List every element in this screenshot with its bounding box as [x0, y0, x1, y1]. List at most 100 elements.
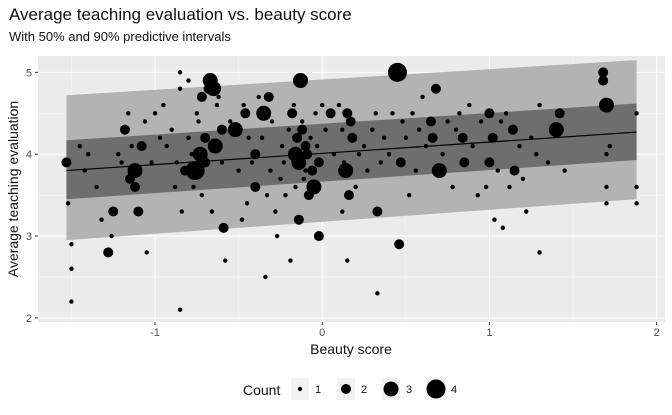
- data-point: [297, 124, 308, 135]
- data-point: [206, 81, 222, 97]
- data-point: [492, 217, 497, 222]
- data-point: [478, 119, 484, 124]
- data-point: [495, 168, 500, 173]
- data-point: [545, 160, 551, 165]
- data-point: [634, 201, 639, 206]
- data-point: [395, 157, 406, 168]
- x-tick-label: 0: [319, 327, 325, 339]
- data-point: [427, 132, 438, 143]
- data-point: [607, 143, 613, 149]
- x-axis-title: Beauty score: [310, 341, 392, 357]
- data-point: [279, 143, 285, 149]
- data-point: [487, 132, 498, 143]
- data-point: [149, 160, 154, 165]
- data-point: [278, 176, 283, 181]
- legend-label: 2: [361, 384, 367, 396]
- data-point: [634, 184, 639, 190]
- data-point: [119, 160, 124, 165]
- data-point: [520, 176, 526, 181]
- y-tick-label: 5: [26, 67, 32, 79]
- y-axis-title: Average teaching evaluation: [5, 101, 21, 277]
- data-point: [292, 132, 303, 143]
- data-point: [425, 116, 436, 127]
- data-point: [445, 119, 450, 124]
- y-tick-label: 3: [26, 231, 32, 243]
- data-point: [263, 274, 268, 280]
- legend-key-symbol: [341, 384, 351, 394]
- data-point: [470, 143, 475, 149]
- data-point: [554, 108, 565, 119]
- data-point: [236, 168, 241, 173]
- data-point: [403, 135, 409, 141]
- data-point: [65, 201, 71, 206]
- data-point: [264, 192, 270, 198]
- data-point: [172, 184, 178, 190]
- data-point: [386, 152, 392, 157]
- data-point: [342, 108, 353, 119]
- data-point: [274, 233, 280, 239]
- data-point: [194, 111, 200, 116]
- data-point: [503, 111, 509, 116]
- data-point: [375, 291, 380, 296]
- data-point: [372, 206, 383, 217]
- data-point: [484, 157, 495, 168]
- legend-key-symbol: [297, 386, 303, 392]
- data-point: [423, 143, 429, 149]
- data-point: [345, 258, 350, 263]
- data-point: [562, 168, 567, 173]
- data-point: [216, 94, 221, 100]
- data-point: [200, 132, 211, 143]
- data-point: [498, 119, 504, 124]
- data-point: [475, 192, 480, 198]
- data-point: [537, 250, 542, 255]
- data-point: [500, 225, 506, 231]
- data-point: [263, 91, 274, 102]
- y-axis: 2 3 4 5: [26, 67, 38, 325]
- data-point: [529, 135, 534, 141]
- x-tick-label: -1: [150, 327, 160, 339]
- y-tick-label: 4: [26, 149, 32, 161]
- data-point: [223, 258, 228, 263]
- x-tick-label: 1: [486, 327, 492, 339]
- data-point: [94, 184, 99, 190]
- data-point: [430, 83, 441, 94]
- data-point: [119, 124, 130, 135]
- data-point: [365, 168, 370, 173]
- data-point: [174, 160, 179, 165]
- data-point: [336, 102, 342, 108]
- data-point: [453, 127, 459, 132]
- data-point: [313, 111, 318, 116]
- data-point: [177, 86, 183, 91]
- data-point: [283, 192, 288, 198]
- data-point: [353, 184, 358, 190]
- x-tick-label: 2: [654, 327, 660, 339]
- data-point: [152, 111, 158, 116]
- data-point: [293, 214, 304, 225]
- data-point: [268, 168, 273, 173]
- legend-label: 3: [406, 384, 412, 396]
- data-point: [179, 209, 184, 214]
- data-point: [307, 165, 318, 176]
- x-axis: -1 0 1 2: [150, 322, 660, 339]
- data-point: [293, 73, 309, 89]
- data-point: [177, 70, 183, 75]
- data-point: [340, 127, 345, 132]
- data-point: [250, 149, 261, 160]
- data-point: [227, 122, 243, 138]
- data-point: [133, 206, 144, 217]
- data-point: [61, 157, 72, 168]
- data-point: [302, 149, 313, 160]
- data-point: [244, 201, 250, 206]
- data-point: [301, 176, 307, 181]
- data-point: [313, 231, 324, 242]
- data-point: [199, 192, 205, 198]
- data-point: [387, 62, 407, 82]
- data-point: [69, 242, 74, 247]
- data-point: [340, 209, 345, 214]
- data-point: [598, 75, 609, 86]
- legend-key-symbol: [383, 381, 399, 397]
- data-point: [103, 247, 114, 258]
- data-point: [157, 135, 163, 141]
- data-point: [286, 127, 291, 132]
